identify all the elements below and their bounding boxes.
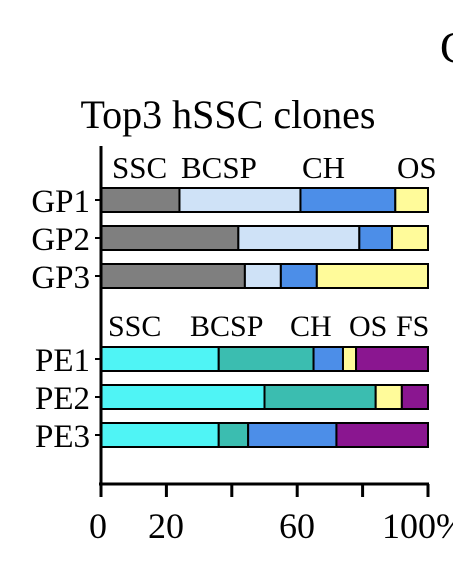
x-tick-label-2: 60: [279, 506, 315, 546]
bar-segment-pe3-ch: [247, 422, 338, 448]
category-label-pe3: PE3: [35, 419, 90, 455]
bar-segment-gp1-os: [394, 187, 429, 213]
bar-segment-gp2-ch: [358, 225, 394, 251]
segment-label-bcsp: BCSP: [190, 310, 263, 343]
x-tick-label-0: 0: [89, 506, 107, 546]
category-label-pe1: PE1: [35, 343, 90, 379]
bar-segment-gp2-os: [391, 225, 429, 251]
bar-segment-pe2-ssc: [100, 384, 266, 410]
chart-title: Top3 hSSC clones: [81, 92, 376, 137]
bar-segment-pe2-fs: [400, 384, 429, 410]
bar-segment-gp3-bcsp: [243, 263, 282, 289]
segment-label-ssc: SSC: [112, 150, 167, 185]
x-tick-label-1: 20: [148, 506, 184, 546]
segment-label-os: OS: [349, 310, 387, 343]
bar-segment-pe2-bcsp: [263, 384, 377, 410]
bar-segment-gp2-ssc: [100, 225, 240, 251]
bar-segment-gp1-bcsp: [178, 187, 302, 213]
bar-segment-pe3-fs: [335, 422, 429, 448]
bar-segment-gp1-ssc: [100, 187, 181, 213]
segment-label-ch: CH: [290, 310, 332, 343]
segment-label-ssc: SSC: [108, 310, 161, 343]
segment-label-fs: FS: [396, 310, 429, 343]
bar-segment-pe1-ssc: [100, 346, 220, 372]
bar-segment-gp3-ssc: [100, 263, 246, 289]
bar-segment-pe1-fs: [355, 346, 429, 372]
segment-label-bcsp: BCSP: [181, 150, 257, 185]
bar-segment-pe1-os: [341, 346, 358, 372]
bar-segment-gp1-ch: [299, 187, 397, 213]
bar-segment-pe2-os: [374, 384, 403, 410]
category-label-gp1: GP1: [31, 184, 90, 220]
category-label-gp3: GP3: [31, 260, 90, 296]
category-label-gp2: GP2: [31, 222, 90, 258]
category-label-pe2: PE2: [35, 381, 90, 417]
bar-segment-pe1-bcsp: [217, 346, 315, 372]
bar-segment-pe3-bcsp: [217, 422, 250, 448]
bar-segment-pe3-ssc: [100, 422, 220, 448]
bar-segment-gp2-bcsp: [237, 225, 361, 251]
segment-label-os: OS: [397, 150, 437, 185]
x-tick-label-3: 100%: [382, 506, 453, 546]
bar-segment-gp3-ch: [279, 263, 318, 289]
bar-segment-pe1-ch: [312, 346, 344, 372]
bar-segment-gp3-os: [315, 263, 430, 289]
segment-label-ch: CH: [302, 150, 345, 185]
panel-letter: C: [440, 23, 453, 72]
